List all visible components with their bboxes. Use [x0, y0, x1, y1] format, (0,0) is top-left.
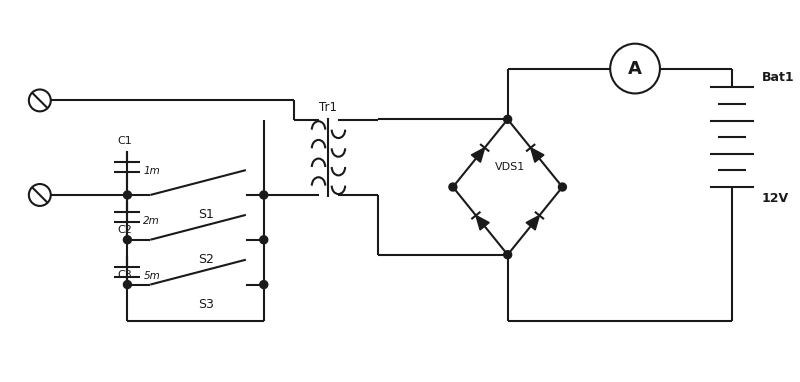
Text: VDS1: VDS1	[494, 162, 525, 172]
Text: C3: C3	[117, 270, 132, 280]
Text: 5m: 5m	[143, 270, 160, 281]
Polygon shape	[471, 148, 485, 162]
Polygon shape	[526, 215, 539, 230]
Circle shape	[260, 281, 268, 288]
Text: C1: C1	[117, 136, 132, 146]
Text: 1m: 1m	[143, 166, 160, 176]
Circle shape	[123, 191, 131, 199]
Circle shape	[558, 183, 566, 191]
Circle shape	[504, 115, 512, 123]
Circle shape	[504, 251, 512, 259]
Circle shape	[260, 191, 268, 199]
Polygon shape	[530, 148, 544, 162]
Text: S1: S1	[198, 209, 214, 222]
Text: A: A	[628, 60, 642, 78]
Text: Bat1: Bat1	[762, 71, 794, 84]
Circle shape	[123, 281, 131, 288]
Text: 12V: 12V	[762, 193, 789, 206]
Circle shape	[260, 236, 268, 244]
Circle shape	[123, 236, 131, 244]
Text: Tr1: Tr1	[319, 101, 338, 114]
Text: 2m: 2m	[143, 216, 160, 226]
Circle shape	[449, 183, 457, 191]
Text: C2: C2	[117, 225, 132, 235]
Text: S3: S3	[198, 298, 214, 311]
Polygon shape	[476, 215, 490, 230]
Text: S2: S2	[198, 253, 214, 266]
